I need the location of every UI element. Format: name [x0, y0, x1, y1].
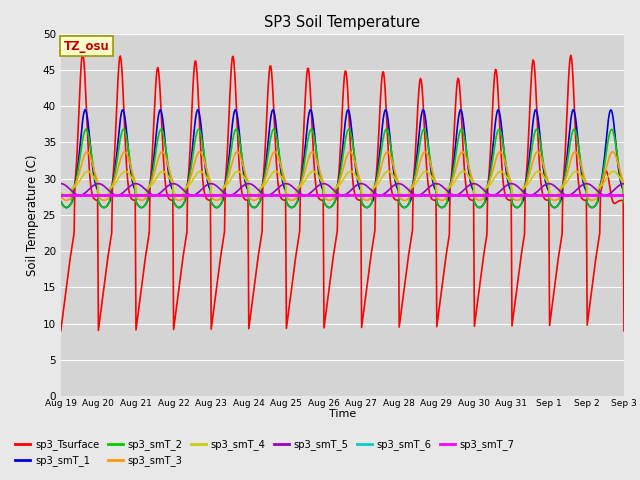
- sp3_smT_3: [125, 157, 132, 163]
- sp3_smT_3: [175, 197, 183, 203]
- sp3_smT_6: [125, 192, 132, 197]
- sp3_smT_3: [383, 149, 391, 155]
- Line: sp3_smT_5: sp3_smT_5: [61, 184, 624, 195]
- sp3_smT_7: [411, 192, 419, 198]
- sp3_Tsurface: [412, 146, 419, 152]
- Line: sp3_smT_1: sp3_smT_1: [61, 110, 624, 207]
- sp3_smT_1: [175, 204, 183, 210]
- sp3_smT_7: [182, 192, 190, 198]
- sp3_Tsurface: [428, 196, 436, 202]
- sp3_smT_6: [182, 192, 190, 197]
- sp3_smT_4: [175, 192, 183, 198]
- sp3_smT_4: [620, 190, 628, 196]
- sp3_smT_1: [214, 204, 221, 210]
- sp3_smT_4: [385, 168, 392, 174]
- sp3_smT_7: [125, 192, 132, 198]
- sp3_smT_2: [429, 173, 436, 179]
- sp3_Tsurface: [79, 50, 86, 56]
- sp3_smT_6: [620, 192, 628, 197]
- sp3_smT_6: [67, 192, 75, 197]
- sp3_smT_4: [213, 192, 221, 198]
- sp3_Tsurface: [213, 284, 221, 290]
- Line: sp3_Tsurface: sp3_Tsurface: [61, 53, 624, 331]
- sp3_smT_3: [213, 197, 221, 203]
- sp3_smT_6: [428, 192, 435, 197]
- sp3_smT_6: [212, 192, 220, 197]
- Line: sp3_smT_3: sp3_smT_3: [61, 152, 624, 200]
- sp3_smT_4: [57, 190, 65, 196]
- sp3_smT_1: [57, 199, 65, 204]
- sp3_smT_5: [428, 182, 436, 188]
- sp3_smT_4: [125, 171, 132, 177]
- sp3_smT_3: [57, 194, 65, 200]
- sp3_smT_1: [620, 199, 628, 204]
- sp3_Tsurface: [57, 328, 65, 334]
- sp3_smT_2: [157, 126, 165, 132]
- sp3_smT_1: [413, 158, 420, 164]
- sp3_smT_7: [67, 192, 75, 198]
- sp3_Tsurface: [620, 328, 628, 334]
- sp3_smT_3: [620, 194, 628, 200]
- sp3_smT_5: [67, 187, 75, 193]
- sp3_smT_5: [126, 183, 134, 189]
- Y-axis label: Soil Temperature (C): Soil Temperature (C): [26, 154, 38, 276]
- sp3_Tsurface: [67, 250, 75, 256]
- sp3_smT_2: [413, 165, 420, 170]
- sp3_smT_4: [413, 180, 420, 185]
- sp3_smT_2: [175, 204, 183, 210]
- sp3_smT_2: [214, 204, 221, 210]
- sp3_smT_7: [212, 192, 220, 198]
- sp3_smT_6: [411, 192, 419, 197]
- sp3_smT_7: [428, 192, 435, 198]
- Line: sp3_smT_2: sp3_smT_2: [61, 129, 624, 207]
- sp3_smT_4: [429, 176, 436, 182]
- Legend: sp3_Tsurface, sp3_smT_1, sp3_smT_2, sp3_smT_3, sp3_smT_4, sp3_smT_5, sp3_smT_6, : sp3_Tsurface, sp3_smT_1, sp3_smT_2, sp3_…: [12, 435, 518, 470]
- sp3_smT_5: [213, 183, 221, 189]
- sp3_smT_5: [57, 181, 65, 187]
- sp3_smT_1: [156, 107, 164, 113]
- Line: sp3_smT_4: sp3_smT_4: [61, 171, 624, 195]
- sp3_Tsurface: [183, 229, 191, 235]
- sp3_smT_1: [125, 153, 132, 159]
- sp3_smT_4: [183, 184, 191, 190]
- sp3_smT_3: [429, 170, 436, 176]
- sp3_smT_5: [412, 192, 419, 198]
- sp3_smT_3: [67, 195, 75, 201]
- sp3_smT_3: [183, 183, 191, 189]
- sp3_smT_7: [620, 192, 628, 198]
- sp3_smT_4: [67, 191, 75, 196]
- Text: TZ_osu: TZ_osu: [63, 40, 109, 53]
- X-axis label: Time: Time: [329, 409, 356, 419]
- sp3_smT_1: [184, 180, 191, 186]
- sp3_smT_1: [67, 201, 75, 206]
- sp3_smT_5: [76, 192, 83, 198]
- sp3_smT_2: [67, 201, 75, 207]
- sp3_smT_7: [57, 192, 65, 198]
- sp3_smT_1: [429, 179, 436, 185]
- sp3_smT_2: [620, 199, 628, 205]
- sp3_smT_2: [125, 151, 132, 156]
- sp3_Tsurface: [126, 192, 134, 197]
- sp3_smT_5: [620, 181, 628, 187]
- sp3_smT_5: [183, 190, 191, 196]
- Title: SP3 Soil Temperature: SP3 Soil Temperature: [264, 15, 420, 30]
- sp3_smT_3: [413, 173, 420, 179]
- sp3_smT_6: [57, 192, 65, 197]
- sp3_smT_2: [57, 199, 65, 205]
- sp3_smT_2: [184, 181, 191, 187]
